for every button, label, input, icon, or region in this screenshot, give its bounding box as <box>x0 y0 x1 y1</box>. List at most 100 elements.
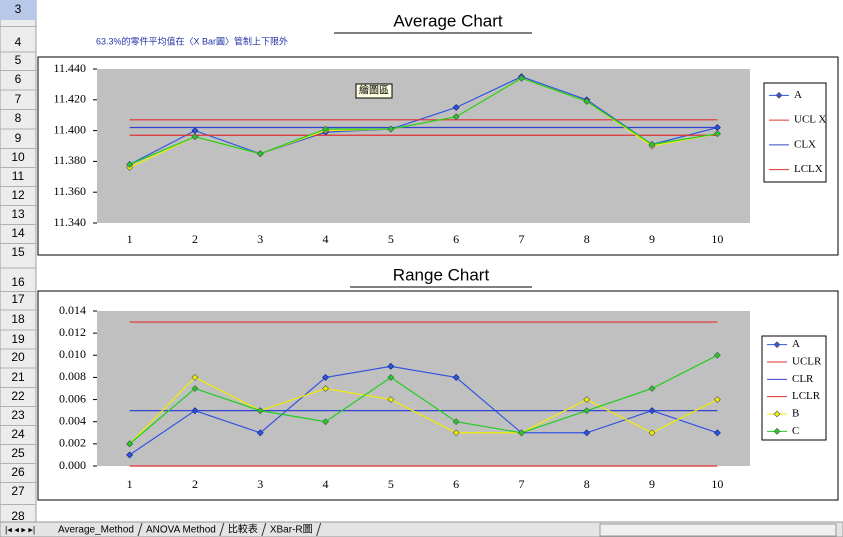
row-number: 9 <box>15 131 22 145</box>
tooltip-box <box>355 83 393 99</box>
row-number: 25 <box>11 446 25 460</box>
legend-label: UCL X <box>794 114 826 126</box>
row-number: 24 <box>11 427 25 441</box>
x-tick-label: 2 <box>192 477 198 491</box>
data-point <box>452 104 460 111</box>
y-tick-label: 0.012 <box>59 325 86 339</box>
tab-divider <box>316 522 322 537</box>
y-tick-label: 11.340 <box>53 215 86 229</box>
sheet-tab[interactable]: Average_Method <box>58 525 134 536</box>
data-point <box>648 385 656 392</box>
row-number: 3 <box>15 2 22 16</box>
data-point <box>713 429 721 437</box>
plot-area <box>97 311 750 466</box>
x-tick-label: 6 <box>453 232 459 246</box>
row-number: 4 <box>15 35 22 49</box>
data-point <box>583 97 591 105</box>
legend-marker <box>773 341 781 349</box>
row-number: 10 <box>11 150 25 164</box>
row-number: 19 <box>11 332 25 346</box>
data-point <box>126 161 134 168</box>
y-tick-label: 11.420 <box>53 92 86 106</box>
x-tick-label: 8 <box>584 477 590 491</box>
tab-divider <box>219 522 225 537</box>
y-tick-label: 11.380 <box>53 153 86 167</box>
x-tick-label: 6 <box>453 477 459 491</box>
data-point <box>256 150 264 158</box>
data-point <box>713 351 721 359</box>
y-tick-label: 11.360 <box>53 184 86 198</box>
x-tick-label: 1 <box>127 232 133 246</box>
y-tick-label: 0.000 <box>59 458 86 472</box>
data-point <box>322 418 329 426</box>
x-tick-label: 10 <box>711 477 723 491</box>
row-number: 8 <box>15 111 22 125</box>
row-number: 18 <box>11 312 25 326</box>
data-point <box>452 113 460 121</box>
x-tick-label: 9 <box>649 232 655 246</box>
chart-title: Range Chart <box>393 265 490 284</box>
data-point <box>648 141 656 148</box>
series-line <box>129 365 718 456</box>
data-point <box>452 374 460 381</box>
row-number: 23 <box>11 408 25 422</box>
x-tick-label: 9 <box>649 477 655 491</box>
row-number: 11 <box>12 169 25 183</box>
row-number: 6 <box>15 72 22 86</box>
x-tick-label: 5 <box>388 477 394 491</box>
row-number: 7 <box>15 92 22 106</box>
x-tick-label: 10 <box>711 232 723 246</box>
x-tick-label: 7 <box>518 477 524 491</box>
tab-scroll-buttons[interactable]: |◂ ◂ ▸ ▸| <box>5 524 35 534</box>
legend-label: B <box>792 408 799 420</box>
x-tick-label: 7 <box>518 232 524 246</box>
x-tick-label: 4 <box>323 477 329 491</box>
data-point <box>256 429 264 437</box>
sheet-tab[interactable]: XBar-R圖 <box>270 524 313 536</box>
data-point <box>191 385 199 392</box>
legend-label: UCLR <box>792 356 822 368</box>
sheet-tab[interactable]: ANOVA Method <box>146 525 216 536</box>
row-number: 20 <box>11 350 25 364</box>
legend-marker <box>775 91 783 99</box>
row-header-column <box>0 0 37 523</box>
legend-box <box>761 335 827 441</box>
data-point <box>126 451 134 459</box>
legend-label: CLR <box>792 373 814 385</box>
sheet-tab[interactable]: 比較表 <box>228 523 258 536</box>
data-point <box>648 429 656 437</box>
legend-label: C <box>792 425 799 437</box>
data-point <box>583 396 591 403</box>
data-point <box>518 429 525 437</box>
row-number: 12 <box>11 188 25 202</box>
y-tick-label: 11.440 <box>53 61 86 75</box>
row-number: 13 <box>11 207 25 221</box>
row-number: 27 <box>11 484 25 498</box>
data-point <box>256 407 264 415</box>
data-point <box>387 125 395 133</box>
x-tick-label: 3 <box>257 477 263 491</box>
x-tick-label: 2 <box>192 232 198 246</box>
row-number: 28 <box>11 509 25 523</box>
data-point <box>452 429 460 437</box>
plot-area <box>97 69 750 223</box>
y-tick-label: 0.008 <box>59 369 86 383</box>
data-point <box>583 407 591 415</box>
x-tick-label: 5 <box>388 232 394 246</box>
tab-divider <box>261 522 267 537</box>
y-tick-label: 0.002 <box>59 436 86 450</box>
row-number: 22 <box>11 389 25 403</box>
row-number: 16 <box>11 275 25 289</box>
tooltip: 繪圖區 <box>359 84 389 97</box>
series-line <box>129 77 718 166</box>
x-tick-label: 3 <box>257 232 263 246</box>
data-point <box>713 130 721 138</box>
horizontal-scrollbar[interactable] <box>599 523 837 537</box>
legend-label: LCLX <box>794 163 823 175</box>
y-tick-label: 11.400 <box>53 122 86 136</box>
legend-label: A <box>792 338 800 350</box>
data-point <box>322 385 329 392</box>
legend-box <box>763 82 827 183</box>
